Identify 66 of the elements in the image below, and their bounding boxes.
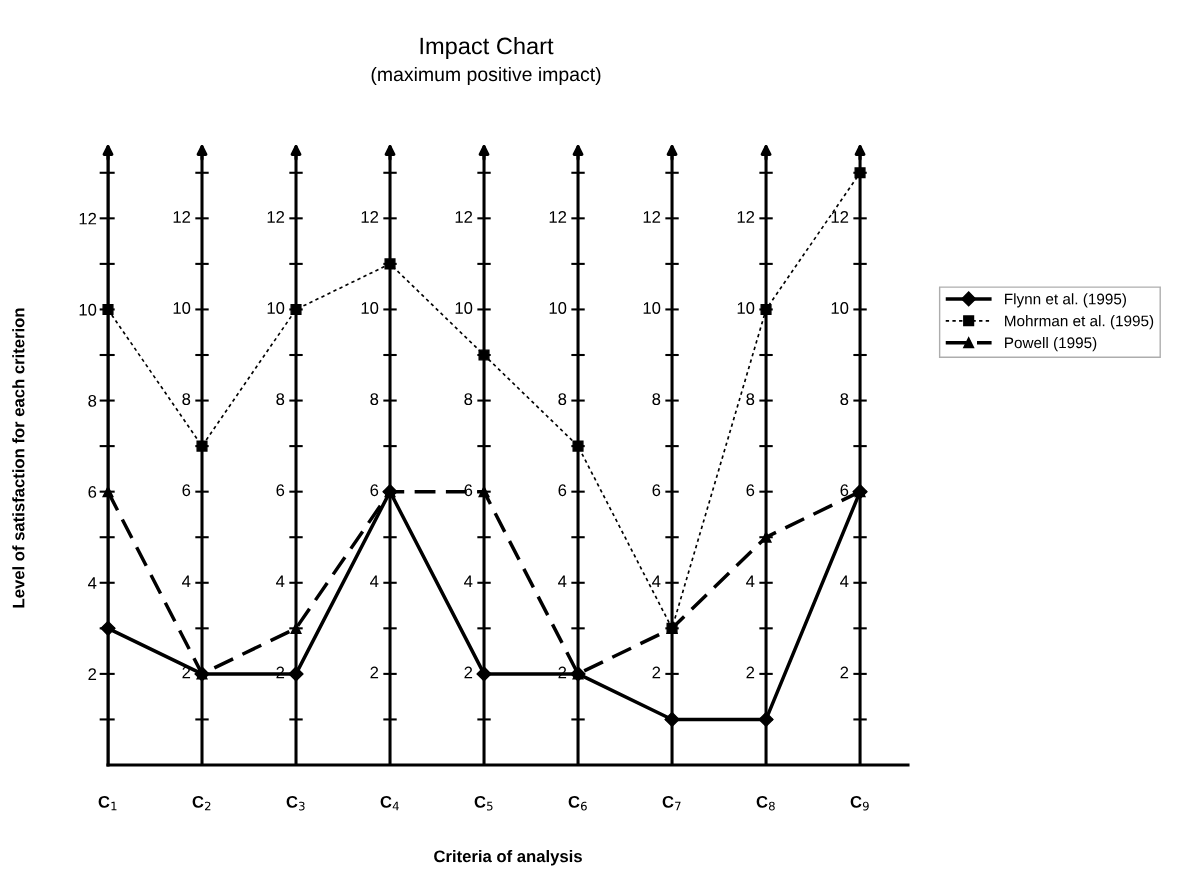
annotation: 6 (652, 484, 661, 497)
annotation: 8 (370, 393, 379, 406)
annotation: 4 (840, 575, 849, 588)
annotation: 8 (746, 393, 755, 406)
annotation: 8 (840, 393, 849, 406)
x-tick-label: C$_{5}$ (474, 795, 493, 811)
annotation: 6 (558, 484, 567, 497)
annotation: 10 (831, 302, 849, 314)
y-tick-label: 6 (88, 486, 97, 498)
legend-label: Mohrman et al. (1995) (1005, 315, 1154, 330)
x-axis-title: Criteria of analysis (434, 849, 582, 866)
annotation: 10 (173, 302, 191, 314)
chart-title: Impact Chart (420, 37, 554, 59)
annotation: 10 (455, 302, 473, 314)
annotation: 6 (746, 484, 755, 497)
x-tick-label: C$_{3}$ (286, 795, 305, 811)
annotation: 10 (361, 302, 379, 314)
x-tick-label: C$_{1}$ (98, 795, 117, 811)
annotation: 2 (464, 666, 473, 679)
annotation: 6 (370, 484, 379, 497)
legend-label: Flynn et al. (1995) (1005, 293, 1126, 308)
x-tick-label: C$_{6}$ (568, 795, 587, 811)
x-tick-label: C$_{8}$ (756, 795, 775, 811)
annotation: 4 (558, 575, 567, 588)
annotation: 8 (464, 393, 473, 406)
annotation: 4 (652, 575, 661, 588)
annotation: 12 (173, 211, 191, 223)
annotation: 12 (737, 211, 755, 223)
annotation: 12 (831, 211, 849, 223)
annotation: 6 (840, 484, 849, 497)
annotation: 12 (643, 211, 661, 223)
annotation: 4 (276, 575, 285, 588)
annotation: 10 (643, 302, 661, 314)
annotation: 12 (455, 211, 473, 223)
annotation: 4 (370, 575, 379, 588)
annotation: 4 (464, 575, 473, 588)
x-tick-label: C$_{2}$ (192, 795, 211, 811)
annotation: 4 (746, 575, 755, 588)
annotation: 4 (182, 575, 191, 588)
annotation: 8 (652, 393, 661, 406)
x-tick-label: C$_{4}$ (380, 795, 399, 811)
annotation: 8 (182, 393, 191, 406)
x-tick-label: C$_{7}$ (662, 795, 681, 811)
y-tick-label: 4 (88, 577, 97, 589)
y-tick-label: 12 (79, 212, 97, 225)
annotation: 2 (652, 666, 661, 679)
annotation: 10 (737, 302, 755, 314)
chart-subtitle: (maximum positive impact) (371, 66, 601, 86)
y-axis-title: Level of satisfaction for each criterion (12, 308, 25, 608)
y-tick-label: 10 (79, 303, 97, 316)
annotation: 6 (182, 484, 191, 497)
annotation: 12 (267, 211, 285, 223)
annotation: 10 (549, 302, 567, 314)
annotation: 8 (276, 393, 285, 406)
annotation: 6 (276, 484, 285, 497)
annotation: 2 (840, 666, 849, 679)
annotation: 2 (370, 666, 379, 679)
x-tick-label: C$_{9}$ (850, 795, 869, 811)
legend-label: Powell (1995) (1005, 336, 1097, 352)
annotation: 10 (267, 302, 285, 314)
annotation: 2 (746, 666, 755, 679)
y-tick-label: 2 (88, 668, 97, 680)
annotation: 8 (558, 393, 567, 406)
annotation: 12 (549, 211, 567, 223)
y-tick-label: 8 (88, 394, 97, 407)
annotation: 12 (361, 211, 379, 223)
